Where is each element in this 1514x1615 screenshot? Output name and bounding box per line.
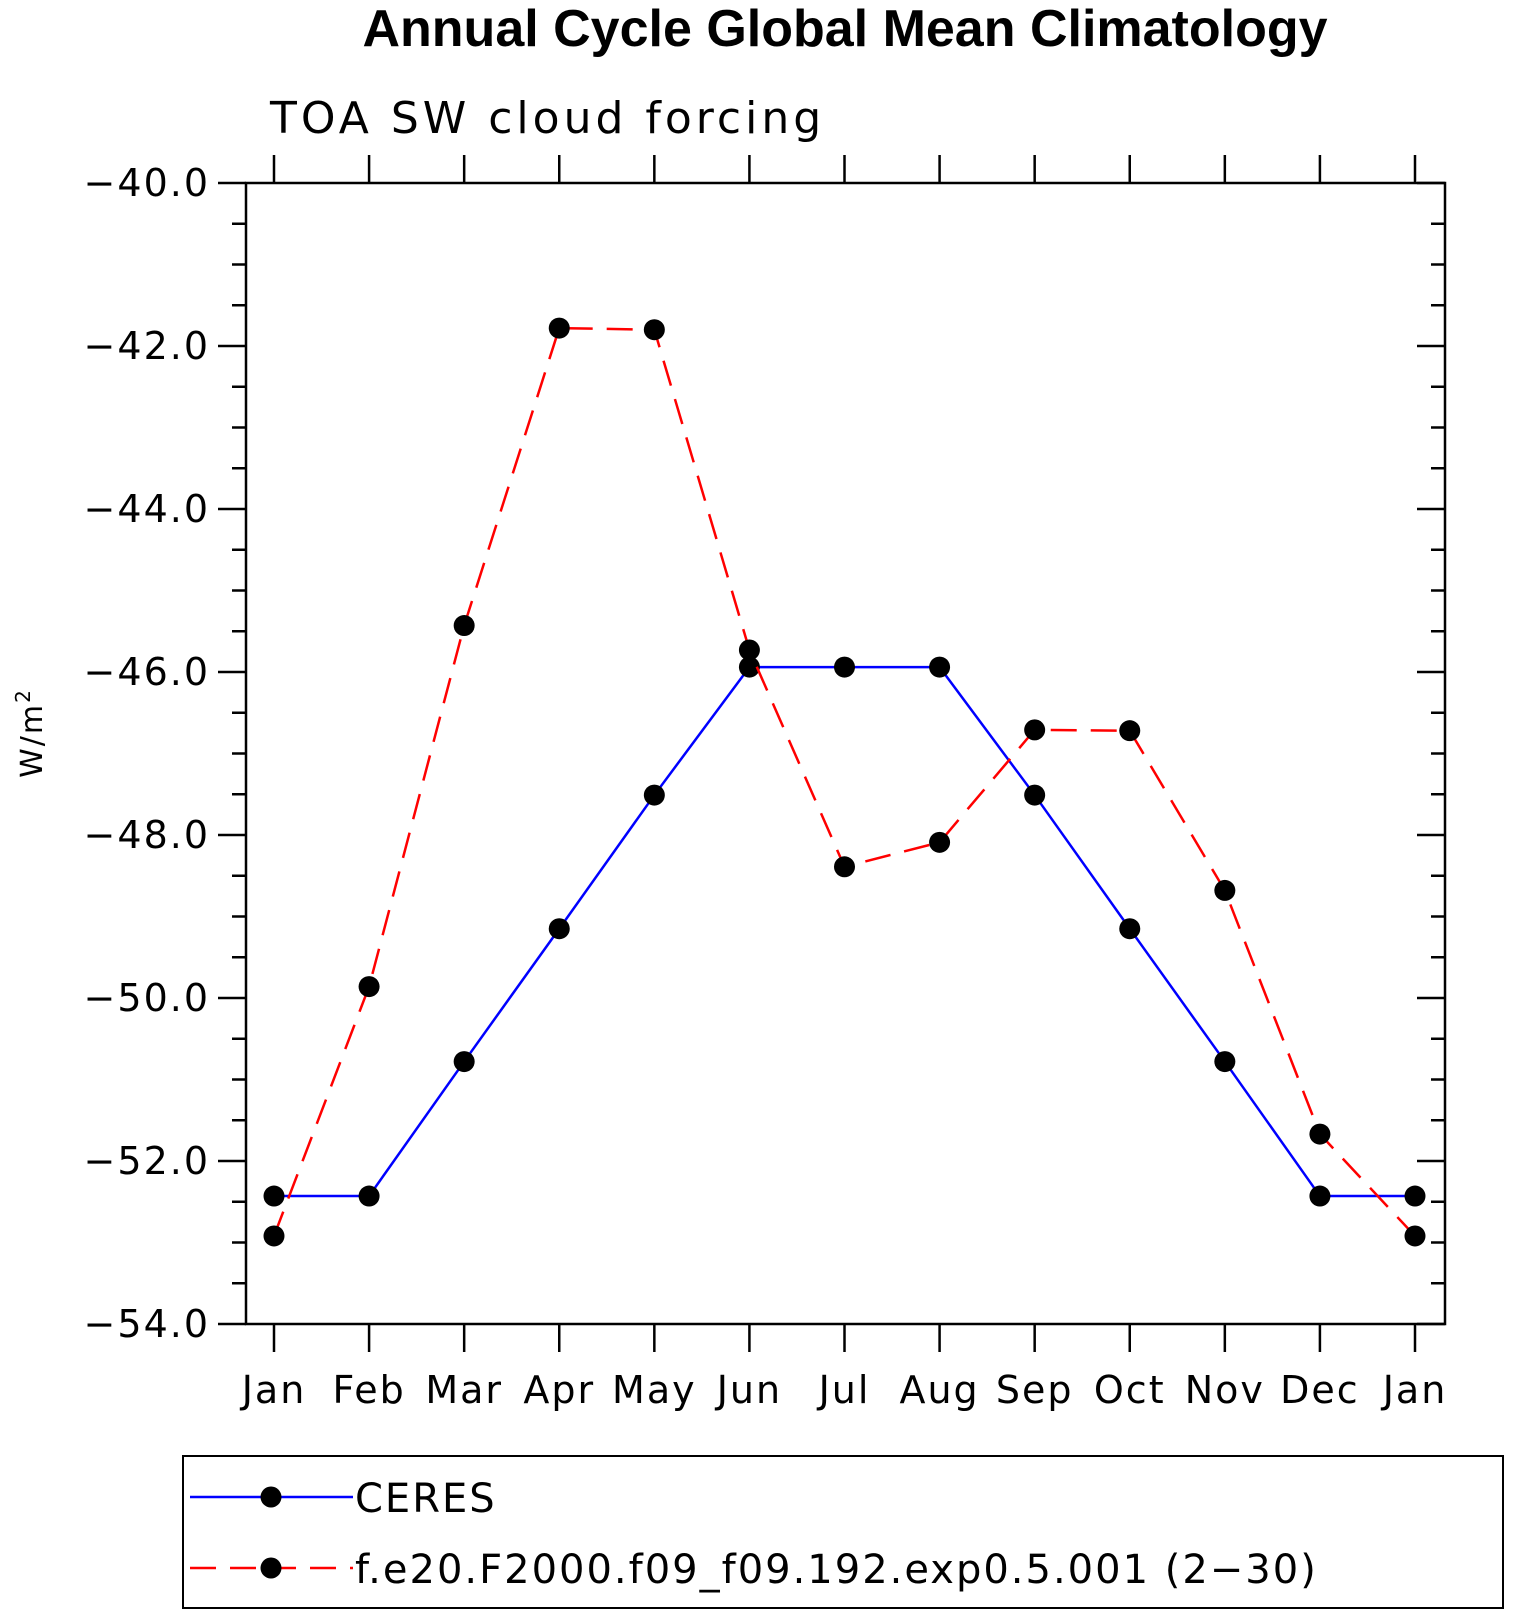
y-axis-label: W/m2 [11,688,50,778]
legend: CERES f.e20.F2000.f09_f09.192.exp0.5.001 … [182,1455,1504,1609]
legend-label: CERES [355,1476,497,1522]
legend-marker [260,1557,282,1579]
chart-subtitle: TOA SW cloud forcing [269,93,825,144]
data-point [643,319,665,341]
x-tick-label: May [612,1368,697,1412]
series-layer [263,317,1426,1247]
svg-text:W/m2: W/m2 [11,688,50,778]
x-tick-label: Oct [1094,1368,1166,1412]
plot-frame [244,181,1447,1326]
y-tick-label: −50.0 [84,976,210,1020]
y-tick-label: −40.0 [84,161,210,205]
x-tick-labels: Jan Feb Mar Apr May Jun Jul Aug Sep Oct Nov Dec Jan [240,1368,1448,1412]
x-tick-label: Mar [425,1368,503,1412]
y-tick-labels: −40.0 −42.0 −44.0 −46.0 −48.0 −50.0 −52.0 −54.0 [84,161,210,1346]
x-tick-label: Aug [899,1368,979,1412]
data-point [1119,918,1141,940]
data-point [1404,1185,1426,1207]
x-tick-label: Jan [1381,1368,1448,1412]
data-point [643,784,665,806]
series-2 [263,317,1426,1247]
y-tick-label: −52.0 [84,1139,210,1183]
x-tick-label: Jan [240,1368,307,1412]
y-tick-label: −46.0 [84,650,210,694]
data-point [453,1051,475,1073]
data-point [834,656,855,678]
x-tick-label: Sep [996,1368,1074,1412]
data-point [453,615,475,637]
data-point [1309,1185,1331,1207]
data-point [738,639,760,661]
legend-marker [260,1486,282,1508]
data-point [929,831,951,853]
x-tick-label: Feb [332,1368,405,1412]
data-point [1024,719,1046,741]
x-tick-label: Jun [715,1368,782,1412]
data-point [738,656,760,678]
data-point [548,317,570,339]
x-tick-label: Jul [817,1368,871,1412]
x-tick-label: Nov [1185,1368,1265,1412]
data-point [1214,1051,1236,1073]
series-line [274,665,1415,1198]
axis-ticks [218,155,1445,1352]
data-point [1404,1225,1426,1247]
y-tick-label: −54.0 [84,1302,210,1346]
data-point [929,656,951,678]
data-point [263,1225,285,1247]
legend-entry: f.e20.F2000.f09_f09.192.exp0.5.001 (2−30… [190,1547,1318,1593]
series-1 [263,656,1426,1207]
y-axis-label-base: W/m [15,703,50,778]
data-point [834,856,855,878]
y-tick-label: −42.0 [84,324,210,368]
data-point [358,1185,380,1207]
x-tick-label: Apr [523,1368,595,1412]
legend-entry: CERES [190,1476,497,1522]
series-line [272,326,1416,1237]
y-axis-label-sup: 2 [11,688,35,703]
data-point [548,918,570,940]
y-tick-label: −44.0 [84,487,210,531]
data-point [1309,1123,1331,1145]
data-point [1214,879,1236,901]
legend-label: f.e20.F2000.f09_f09.192.exp0.5.001 (2−30… [355,1547,1318,1593]
data-point [358,976,380,998]
data-point [1024,784,1046,806]
legend-box [182,1455,1504,1609]
chart-title: Annual Cycle Global Mean Climatology [362,0,1327,58]
x-tick-label: Dec [1280,1368,1360,1412]
data-point [263,1185,285,1207]
y-tick-label: −48.0 [84,813,210,857]
data-point [1119,720,1141,742]
